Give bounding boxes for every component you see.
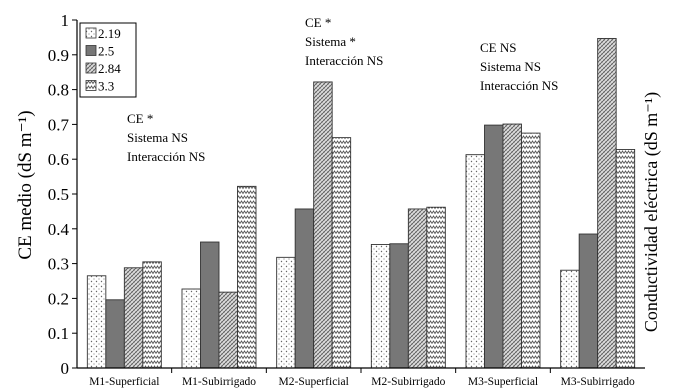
bar-m3-subirrigado-3_3 [615, 149, 636, 369]
bar-m2-subirrigado-2_84 [407, 208, 428, 369]
x-tick-label: M1-Subirrigado [182, 376, 256, 388]
annotation-text: Sistema * [305, 34, 356, 49]
x-tick-label: M3-Superficial [468, 376, 538, 388]
y-ticks: 0 0.1 0.2 0.3 0.4 0.5 0.6 0.7 0.8 0.9 1 [48, 11, 77, 378]
bar-m1-subirrigado-2_5 [200, 241, 220, 369]
annotation-text: Sistema NS [480, 59, 541, 74]
bar-m2-superficial-3_3 [331, 137, 352, 369]
y-tick-label: 0.8 [48, 81, 69, 100]
bar-m1-superficial-2_84 [123, 267, 144, 369]
annotation-text: Interacción NS [127, 149, 205, 164]
bar-m3-subirrigado-2_84 [597, 37, 617, 369]
legend-label: 2.84 [98, 61, 121, 76]
y-axis-label: CE medio (dS m⁻¹) [15, 110, 36, 259]
y-tick-label: 0.2 [48, 289, 69, 308]
x-tick-label: M1-Superficial [89, 376, 159, 388]
annotation-text: CE NS [480, 40, 516, 55]
x-tick-label: M2-Subirrigado [371, 376, 445, 388]
annotation-text: Sistema NS [127, 130, 188, 145]
legend-swatch [85, 45, 97, 56]
annotation-text: Interacción NS [480, 78, 558, 93]
legend-label: 2.5 [98, 44, 114, 59]
y-tick-label: 0.3 [48, 255, 69, 274]
x-ticks: M1-Superficial M1-Subirrigado M2-Superfici… [89, 368, 635, 388]
bar-m1-subirrigado-2_84 [218, 291, 238, 369]
x-tick-label: M2-Superficial [279, 376, 349, 388]
y-axis-label-right: Conductividad eléctrica (dS m⁻¹) [641, 92, 662, 332]
legend-swatch [85, 27, 97, 39]
annotation-text: Interacción NS [305, 53, 383, 68]
y-tick-label: 0 [61, 359, 70, 378]
x-tick-label: M3-Subirrigado [561, 376, 635, 388]
y-tick-label: 0.7 [48, 115, 70, 134]
axes [76, 20, 645, 369]
bar-m1-superficial-2_5 [105, 299, 125, 369]
bar-m2-subirrigado-2_5 [389, 243, 409, 369]
legend: 2.19 2.5 2.84 3.3 [79, 22, 137, 98]
bar-m3-superficial-2_84 [502, 123, 522, 369]
bars [86, 37, 636, 369]
y-tick-label: 0.5 [48, 185, 69, 204]
bar-m1-subirrigado-2_19 [181, 288, 201, 369]
legend-label: 2.19 [98, 26, 121, 41]
bar-m2-superficial-2_5 [294, 208, 315, 369]
y-tick-label: 0.6 [48, 150, 69, 169]
y-tick-label: 0.4 [48, 220, 70, 239]
bar-m3-superficial-2_5 [484, 124, 504, 369]
y-tick-label: 1 [61, 11, 70, 30]
legend-swatch [85, 80, 97, 91]
legend-swatch [85, 62, 97, 74]
bar-m1-subirrigado-3_3 [237, 185, 257, 369]
bar-m3-superficial-3_3 [521, 132, 541, 369]
bar-m2-subirrigado-3_3 [426, 206, 446, 369]
y-tick-label: 0.9 [48, 46, 69, 65]
bar-m3-subirrigado-2_19 [560, 269, 580, 369]
bar-m2-superficial-2_84 [313, 81, 333, 369]
annotation-text: CE * [127, 111, 153, 126]
bar-m2-subirrigado-2_19 [370, 244, 391, 369]
annotations: CE * Sistema NS Interacción NS CE * Sistema … [127, 15, 558, 164]
bar-m3-superficial-2_19 [465, 154, 485, 369]
y-tick-label: 0.1 [48, 324, 69, 343]
bar-m1-superficial-3_3 [142, 261, 162, 369]
bar-m3-subirrigado-2_5 [578, 233, 599, 369]
bar-m1-superficial-2_19 [86, 275, 107, 369]
bar-m2-superficial-2_19 [276, 256, 296, 369]
legend-label: 3.3 [98, 79, 114, 94]
annotation-text: CE * [305, 15, 331, 30]
